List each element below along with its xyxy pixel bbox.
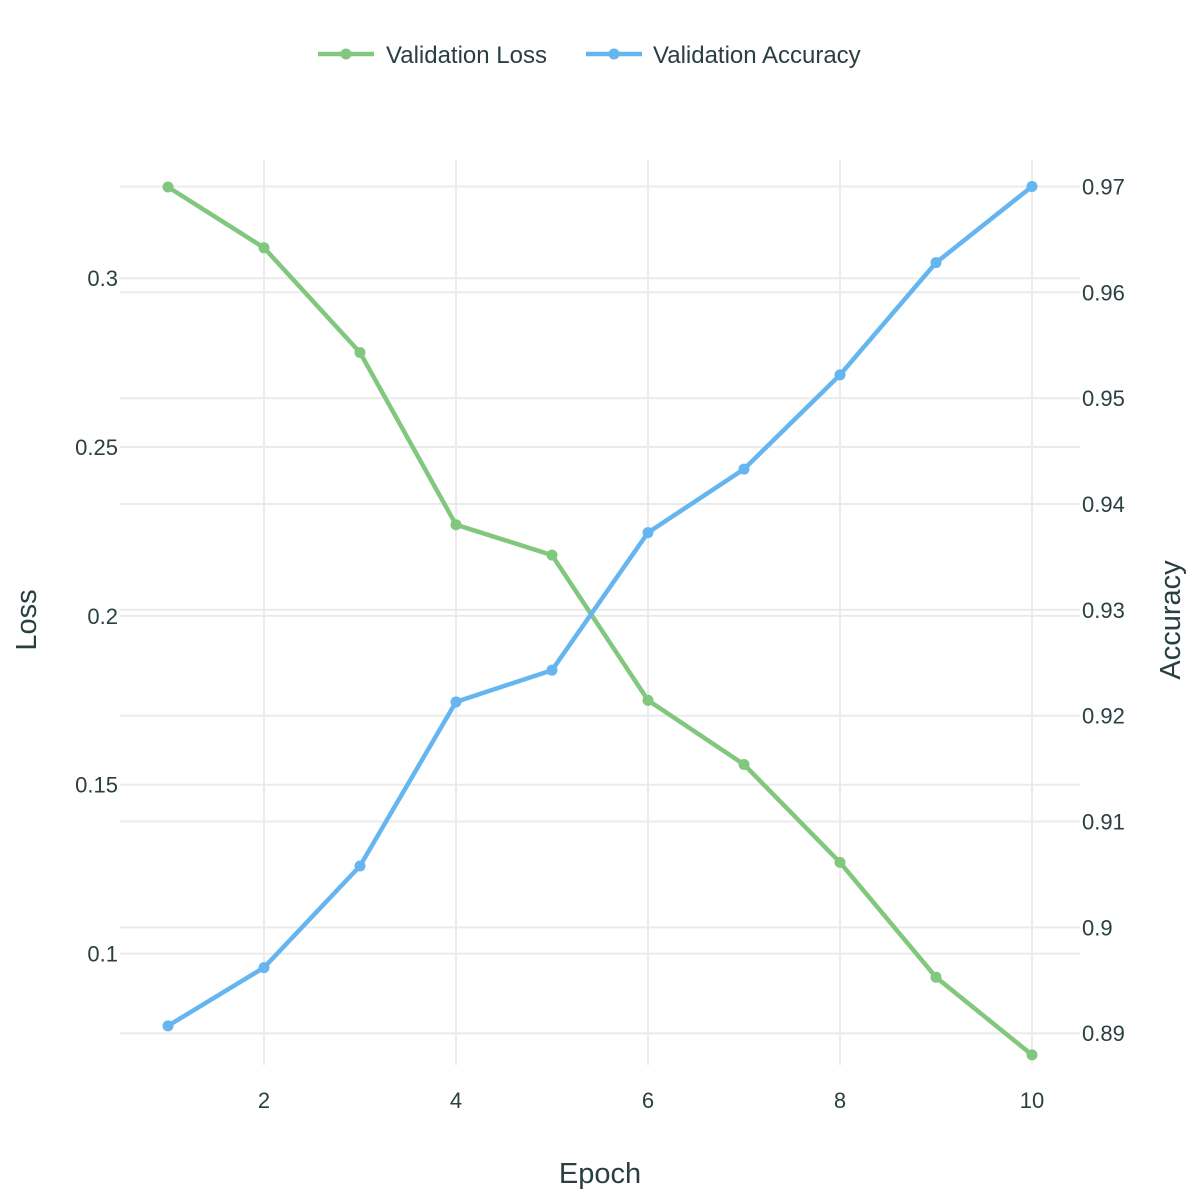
validation-accuracy-point xyxy=(450,696,462,708)
y2-tick-label: 0.92 xyxy=(1082,704,1125,729)
y2-tick-label: 0.9 xyxy=(1082,915,1113,940)
series-layer xyxy=(162,180,1038,1061)
x-tick-label: 8 xyxy=(834,1088,846,1113)
validation-accuracy-point xyxy=(258,962,270,974)
validation-loss-point xyxy=(834,856,846,868)
validation-accuracy-point xyxy=(930,257,942,269)
y2-axis-title: Accuracy xyxy=(1155,560,1187,680)
validation-accuracy-point xyxy=(738,463,750,475)
legend-swatch-marker xyxy=(340,48,352,60)
legend[interactable]: Validation Loss Validation Accuracy xyxy=(318,42,861,69)
validation-accuracy-point xyxy=(642,527,654,539)
y2-tick-label: 0.97 xyxy=(1082,174,1125,199)
validation-accuracy-line xyxy=(165,184,1035,1029)
validation-accuracy-point xyxy=(834,369,846,381)
validation-accuracy-point xyxy=(162,1020,174,1032)
validation-loss-point xyxy=(738,758,750,770)
validation-loss-point xyxy=(258,242,270,254)
validation-loss-point xyxy=(930,971,942,983)
validation-loss-point xyxy=(642,694,654,706)
legend-label: Validation Accuracy xyxy=(653,42,861,69)
legend-item-validation-accuracy[interactable]: Validation Accuracy xyxy=(586,42,861,69)
x-axis-title: Epoch xyxy=(559,1158,641,1190)
validation-accuracy-point xyxy=(354,860,366,872)
validation-loss-line xyxy=(165,184,1035,1058)
y2-tick-label: 0.89 xyxy=(1082,1021,1125,1046)
ticks-layer: 2 4 6 8 10 0.1 0.15 0.2 0.25 0.3 0.89 0.9 0.91 0.92 0.… xyxy=(75,174,1125,1113)
validation-loss-point xyxy=(162,181,174,193)
y-tick-label: 0.1 xyxy=(87,942,118,967)
y-tick-label: 0.3 xyxy=(87,266,118,291)
legend-item-validation-loss[interactable]: Validation Loss xyxy=(318,42,547,69)
legend-swatch-marker xyxy=(608,48,620,60)
validation-accuracy-point xyxy=(546,664,558,676)
legend-label: Validation Loss xyxy=(386,42,547,69)
grid-layer xyxy=(120,160,1080,1065)
y2-tick-label: 0.93 xyxy=(1082,598,1125,623)
y-axis-title: Loss xyxy=(11,589,43,650)
validation-loss-point xyxy=(546,549,558,561)
y-tick-label: 0.25 xyxy=(75,435,118,460)
y-tick-label: 0.15 xyxy=(75,773,118,798)
validation-loss-point xyxy=(1026,1049,1038,1061)
validation-accuracy-point xyxy=(1026,180,1038,192)
x-tick-label: 4 xyxy=(450,1088,462,1113)
y2-tick-label: 0.91 xyxy=(1082,810,1125,835)
y2-tick-label: 0.95 xyxy=(1082,386,1125,411)
y2-tick-label: 0.96 xyxy=(1082,280,1125,305)
x-tick-label: 10 xyxy=(1020,1088,1044,1113)
validation-loss-point xyxy=(450,519,462,531)
y2-tick-label: 0.94 xyxy=(1082,492,1125,517)
x-tick-label: 2 xyxy=(258,1088,270,1113)
validation-loss-point xyxy=(354,346,366,358)
x-tick-label: 6 xyxy=(642,1088,654,1113)
y-tick-label: 0.2 xyxy=(87,604,118,629)
